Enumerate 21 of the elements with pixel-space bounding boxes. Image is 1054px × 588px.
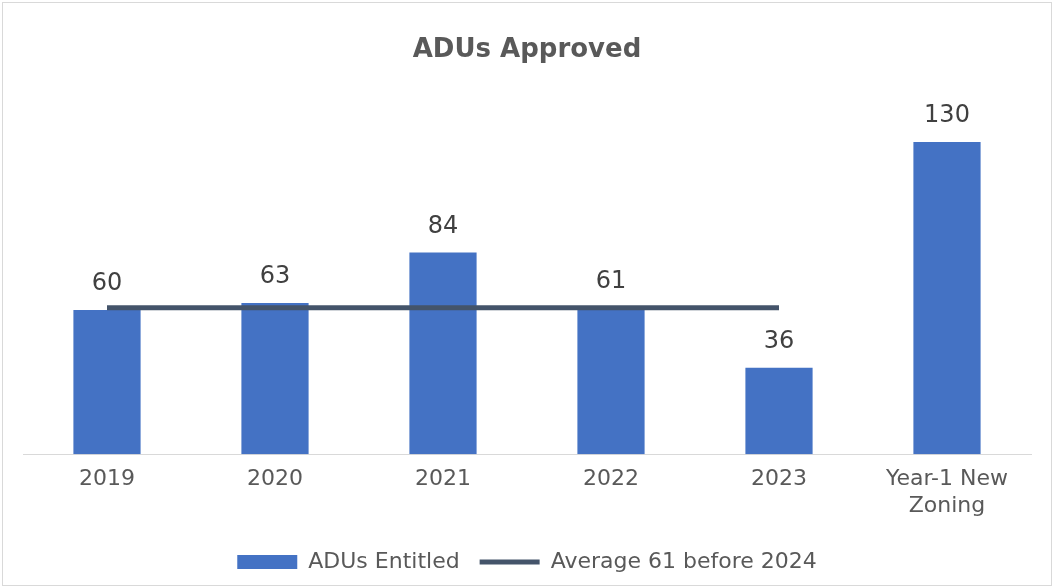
bar [577, 307, 645, 455]
x-tick-label: 2023 [751, 465, 807, 491]
bar [409, 252, 477, 455]
x-tick-label: 2020 [247, 465, 303, 491]
x-tick-label: 2022 [583, 465, 639, 491]
legend-label: Average 61 before 2024 [550, 547, 817, 573]
x-tick-label: 2019 [79, 465, 135, 491]
data-label: 36 [763, 325, 795, 354]
bar [241, 302, 309, 455]
data-label: 60 [91, 268, 123, 297]
x-tick-label: Year-1 New Zoning [884, 465, 1009, 517]
chart-title: ADUs Approved [411, 33, 643, 63]
data-label: 84 [427, 210, 459, 239]
legend-label: ADUs Entitled [308, 547, 460, 573]
data-label: 61 [595, 265, 627, 294]
bar [913, 142, 981, 455]
x-tick-label: 2021 [415, 465, 471, 491]
bar [745, 367, 813, 455]
bar [73, 310, 141, 455]
data-label: 130 [924, 100, 970, 129]
data-label: 63 [259, 261, 291, 290]
